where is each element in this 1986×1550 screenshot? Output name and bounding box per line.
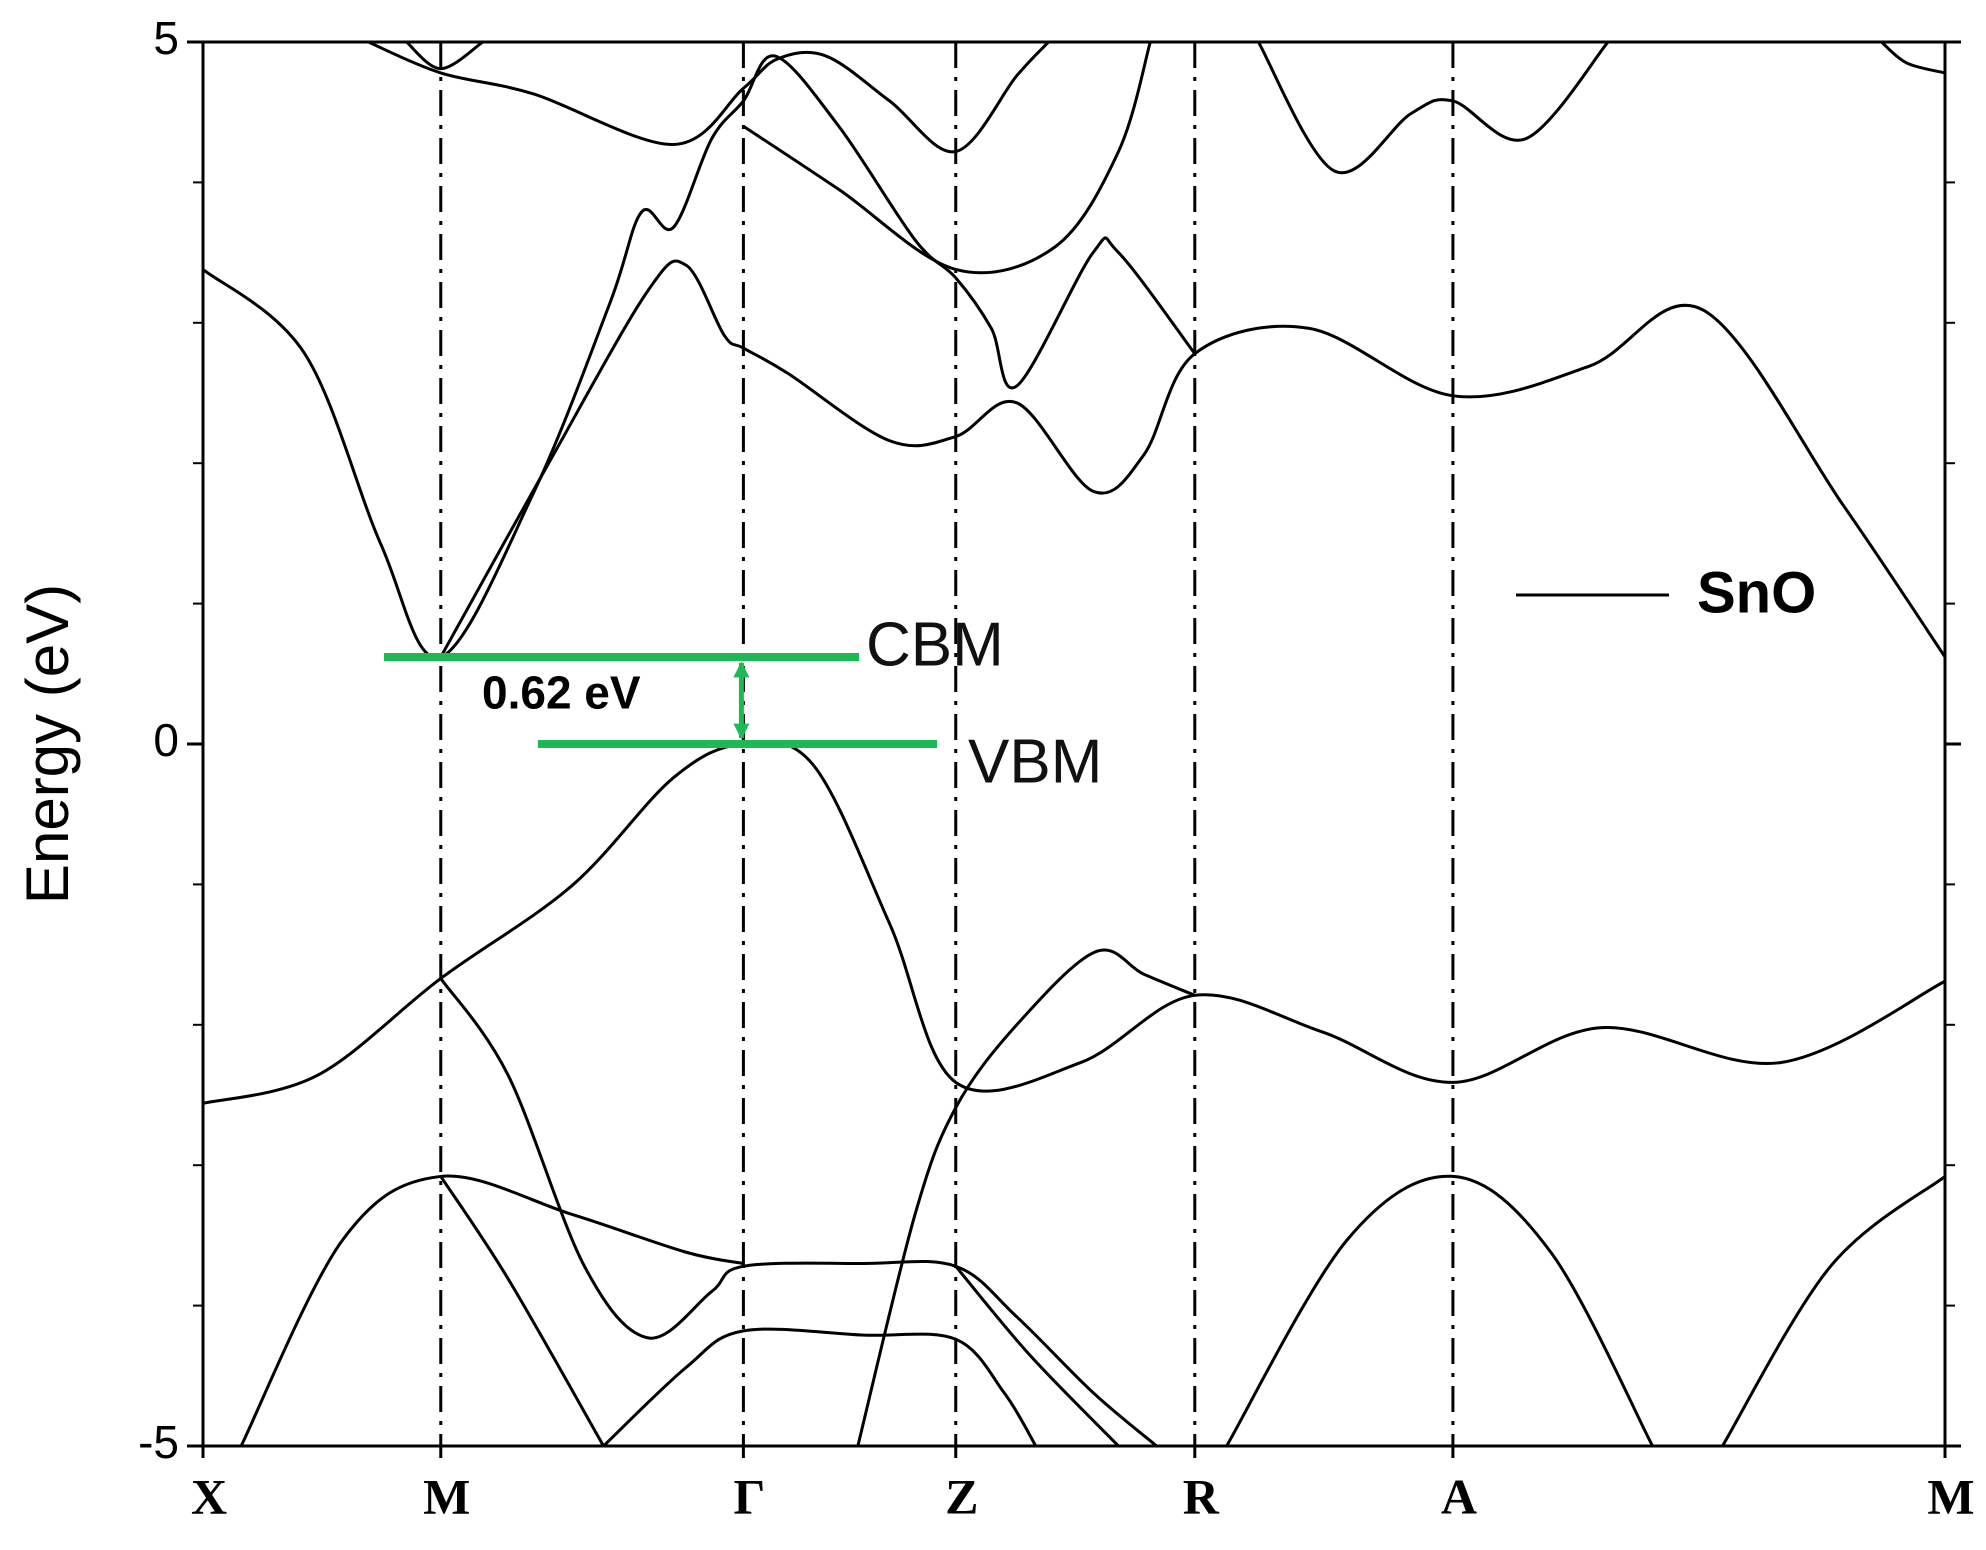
cbm-label: CBM: [866, 610, 1004, 679]
band-line: [405, 42, 484, 71]
band-line: [954, 1265, 1120, 1446]
band-line: [856, 948, 1196, 1446]
y-tick-label: 0: [153, 714, 179, 766]
gap-label: 0.62 eV: [482, 667, 641, 719]
x-tick-label: Z: [945, 1468, 978, 1524]
x-tick-label: Γ: [733, 1468, 765, 1524]
vbm-label: VBM: [968, 727, 1102, 796]
x-tick-label: X: [191, 1468, 227, 1524]
band-line: [1225, 1174, 1654, 1446]
band-line: [1880, 42, 1945, 75]
band-line: [203, 54, 1196, 660]
y-tick-label: 5: [153, 12, 179, 64]
band-line: [1721, 1175, 1945, 1446]
band-line: [742, 42, 1152, 275]
x-tick-label: R: [1183, 1468, 1220, 1524]
band-line: [439, 259, 1945, 658]
x-tick-label: A: [1441, 1468, 1477, 1524]
x-tick-label: M: [423, 1468, 470, 1524]
band-line: [439, 977, 1158, 1446]
y-tick-label: -5: [138, 1416, 179, 1468]
band-line: [1257, 42, 1610, 175]
band-line: [239, 1174, 744, 1446]
band-line: [367, 42, 1050, 154]
band-line: [203, 740, 1945, 1105]
x-tick-label: M: [1927, 1468, 1974, 1524]
legend-label: SnO: [1697, 560, 1816, 625]
y-axis-title: Energy (eV): [14, 584, 81, 904]
band-line: [439, 1175, 605, 1446]
plot-frame: [201, 40, 1947, 1448]
bands: [203, 42, 1945, 1446]
band-line: [602, 1327, 1038, 1446]
